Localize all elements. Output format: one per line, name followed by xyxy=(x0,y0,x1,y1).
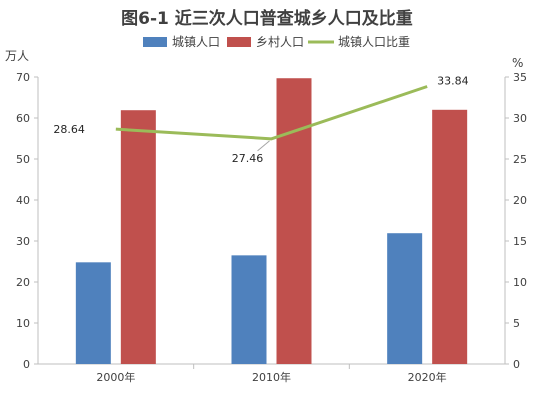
y-tick-label: 30 xyxy=(16,235,30,248)
ratio-line xyxy=(115,85,428,141)
y2-tick-label: 25 xyxy=(513,153,527,166)
legend: 城镇人口 乡村人口 城镇人口比重 xyxy=(143,35,410,49)
data-labels: 28.64 27.46 33.84 xyxy=(53,75,468,165)
legend-label-rural: 乡村人口 xyxy=(256,35,304,49)
bar-urban xyxy=(387,233,423,364)
x-axis-ticks: 2000年 2010年 2020年 xyxy=(96,364,447,384)
y-axis-unit: 万人 xyxy=(5,49,29,63)
legend-label-ratio: 城镇人口比重 xyxy=(338,35,410,49)
bar-urban xyxy=(231,255,267,364)
y-tick-label: 40 xyxy=(16,194,30,207)
bar-rural xyxy=(276,78,312,364)
legend-label-urban: 城镇人口 xyxy=(172,35,220,49)
y2-tick-label: 30 xyxy=(513,112,527,125)
y-tick-label: 0 xyxy=(23,358,30,371)
y-tick-label: 20 xyxy=(16,276,30,289)
y2-tick-label: 20 xyxy=(513,194,527,207)
ratio-data-label: 33.84 xyxy=(437,75,469,88)
legend-swatch-urban xyxy=(143,37,167,47)
bar-rural xyxy=(432,109,468,364)
x-tick-label: 2000年 xyxy=(96,370,135,384)
x-tick-label: 2010年 xyxy=(252,370,291,384)
chart-title: 图6-1 近三次人口普查城乡人口及比重 xyxy=(121,8,413,29)
y2-tick-label: 15 xyxy=(513,235,527,248)
y-tick-label: 60 xyxy=(16,112,30,125)
data-label-leader xyxy=(257,140,270,152)
y-tick-label: 70 xyxy=(16,71,30,84)
y2-axis-unit: % xyxy=(512,56,523,70)
y2-tick-label: 0 xyxy=(513,358,520,371)
legend-swatch-rural xyxy=(227,37,251,47)
y2-axis-ticks: 0 5 10 15 20 25 30 35 xyxy=(505,71,527,371)
x-tick-label: 2020年 xyxy=(408,370,447,384)
ratio-data-label: 27.46 xyxy=(232,152,264,165)
bar-rural xyxy=(120,110,156,365)
bars xyxy=(75,78,468,365)
y-axis-ticks: 0 10 20 30 40 50 60 70 xyxy=(16,71,38,371)
y2-tick-label: 5 xyxy=(513,317,520,330)
ratio-line-layer xyxy=(115,85,428,141)
y2-tick-label: 10 xyxy=(513,276,527,289)
y-tick-label: 50 xyxy=(16,153,30,166)
y-tick-label: 10 xyxy=(16,317,30,330)
bar-urban xyxy=(75,262,111,364)
ratio-data-label: 28.64 xyxy=(53,123,85,136)
y2-tick-label: 35 xyxy=(513,71,527,84)
